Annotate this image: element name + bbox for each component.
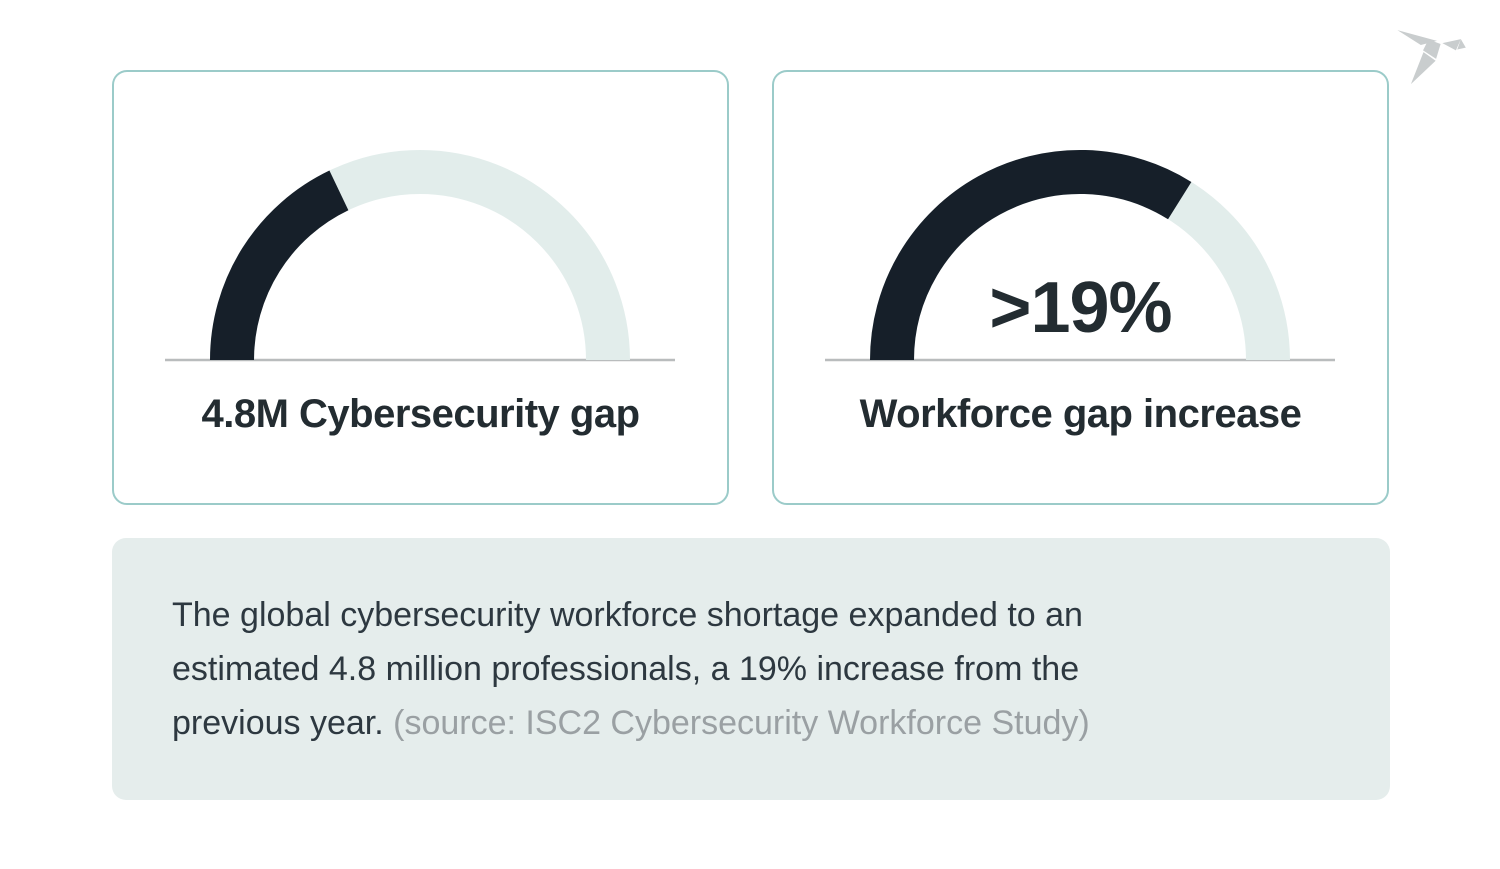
logo-upper-wing xyxy=(1397,30,1437,45)
note-box: The global cybersecurity workforce short… xyxy=(112,538,1390,800)
logo-beak xyxy=(1457,39,1466,50)
card-label-cybersecurity-gap: 4.8M Cybersecurity gap xyxy=(201,392,640,436)
note-line-1: The global cybersecurity workforce short… xyxy=(172,596,1083,634)
gauge-fill-arc xyxy=(210,170,349,361)
gauge-chart-cybersecurity-gap xyxy=(165,150,675,362)
note-source: (source: ISC2 Cybersecurity Workforce St… xyxy=(393,704,1090,742)
card-label-workforce-gap-increase: Workforce gap increase xyxy=(859,392,1302,436)
logo-body xyxy=(1423,39,1441,59)
gauge-fill-arc xyxy=(870,150,1192,361)
note-line-3-main: previous year. xyxy=(172,704,394,742)
stat-card-workforce-gap-increase: >19% Workforce gap increase xyxy=(772,70,1389,505)
origami-bird-logo xyxy=(1397,30,1466,85)
logo-tail xyxy=(1410,52,1436,85)
logo-head xyxy=(1442,39,1461,51)
gauge-value: >19% xyxy=(989,268,1172,348)
stat-card-cybersecurity-gap: 4.8M Cybersecurity gap xyxy=(112,70,729,505)
note-line-2: estimated 4.8 million professionals, a 1… xyxy=(172,650,1080,688)
gauge-chart-workforce-gap-increase xyxy=(825,150,1335,362)
note-line-3: previous year. (source: ISC2 Cybersecuri… xyxy=(172,696,1330,750)
